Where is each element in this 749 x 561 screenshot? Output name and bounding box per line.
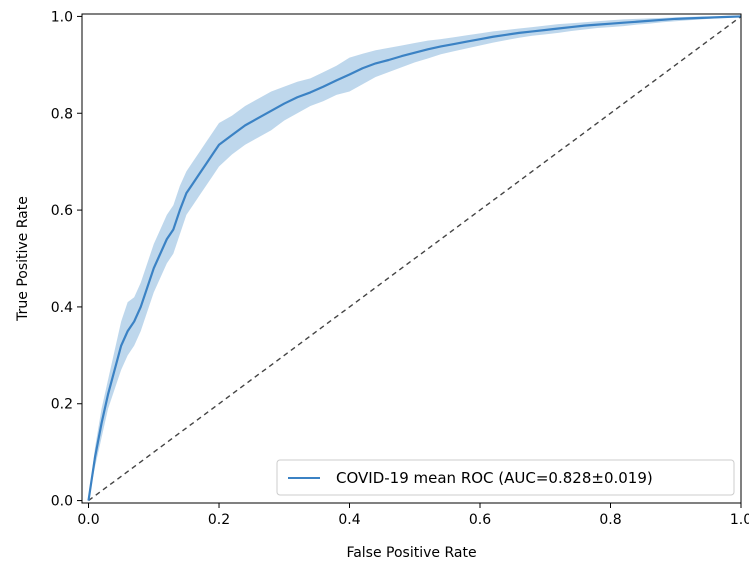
legend: COVID-19 mean ROC (AUC=0.828±0.019): [276, 459, 735, 496]
legend-label: COVID-19 mean ROC (AUC=0.828±0.019): [336, 469, 653, 487]
x-tick-label: 0.0: [77, 512, 99, 528]
confidence-band-layer: [88, 16, 741, 501]
y-tick-label: 0.8: [51, 106, 73, 122]
roc-line-layer: [87, 15, 742, 501]
y-axis-label: True Positive Rate: [15, 196, 31, 322]
x-axis-label: False Positive Rate: [346, 545, 476, 561]
reference-line-layer: [88, 15, 742, 502]
legend-box: [276, 459, 735, 496]
x-axis-ticks: 0.0 0.2 0.4 0.6 0.8 1.0: [77, 503, 749, 528]
mean-roc-line: [87, 15, 742, 501]
y-axis-ticks: 0.0 0.2 0.4 0.6 0.8 1.0: [51, 9, 82, 510]
x-tick-label: 0.2: [208, 512, 230, 528]
x-tick-label: 0.4: [338, 512, 360, 528]
x-tick-label: 1.0: [730, 512, 749, 528]
plot-frame: [81, 13, 742, 504]
y-tick-label: 0.2: [51, 397, 73, 413]
y-tick-label: 0.6: [51, 203, 73, 219]
y-tick-label: 0.4: [51, 300, 73, 316]
chance-diagonal-line: [88, 15, 742, 502]
x-tick-label: 0.6: [469, 512, 491, 528]
y-tick-label: 1.0: [51, 9, 73, 25]
y-tick-label: 0.0: [51, 494, 73, 510]
confidence-band: [88, 16, 741, 501]
x-tick-label: 0.8: [599, 512, 621, 528]
